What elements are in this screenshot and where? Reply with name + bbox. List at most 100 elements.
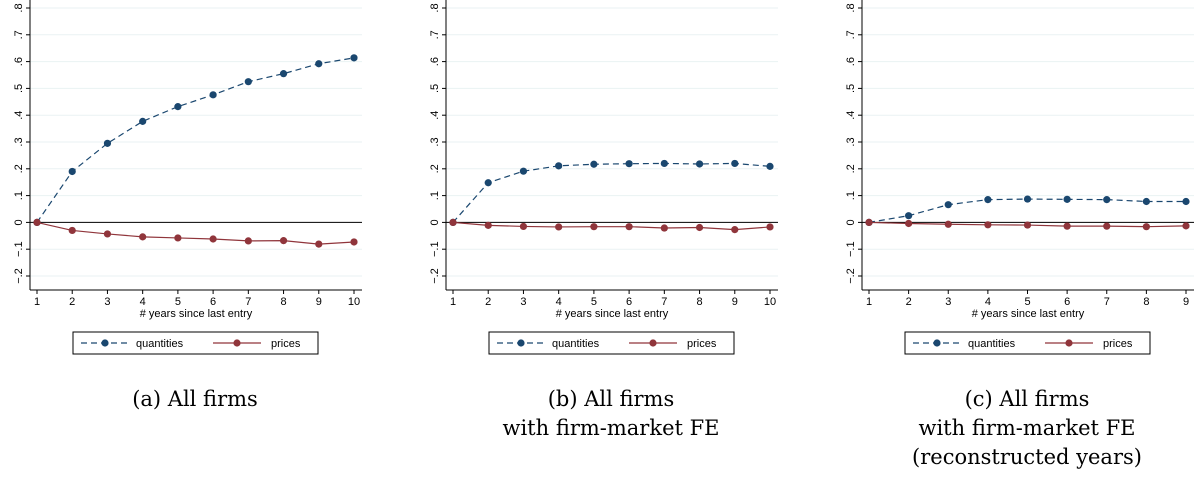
point-prices (279, 237, 288, 245)
point-quantities (766, 162, 774, 170)
y-tick-label: .6 (429, 57, 441, 66)
x-tick-label: 7 (1104, 296, 1110, 308)
x-tick-label: 5 (175, 296, 181, 308)
legend-box (72, 331, 319, 355)
caption-line: (c) All firms (964, 387, 1090, 411)
y-tick-label: .2 (845, 164, 857, 173)
legend-marker-prices (1065, 339, 1073, 347)
legend-label-prices: prices (687, 338, 717, 350)
legend-label-prices: prices (1103, 338, 1133, 350)
x-tick-label: 5 (1024, 296, 1030, 308)
point-quantities (944, 201, 952, 209)
y-tick-label: .7 (429, 30, 441, 39)
x-tick-label: 5 (591, 296, 597, 308)
y-tick-label: .7 (845, 30, 857, 39)
y-tick-label: 0 (429, 219, 441, 225)
caption-a: (a) All firms (0, 385, 390, 414)
x-tick-label: 1 (34, 296, 40, 308)
y-tick-label: 0 (845, 219, 857, 225)
x-tick-label: 3 (945, 296, 951, 308)
point-quantities (519, 167, 528, 175)
point-prices (555, 223, 563, 231)
x-axis-title: # years since last entry (972, 308, 1085, 320)
legend-label-quantities: quantities (136, 338, 184, 350)
x-tick-label: 8 (1143, 296, 1149, 308)
chart-svg-b: −.2 −.1 0 .1 .2 .3 .4 .5 .6 .7 .8 1 2 3 4 5 6 7 8 9 10 # year… (429, 0, 778, 355)
x-tick-label: 4 (556, 296, 562, 308)
x-tick-label: 3 (104, 296, 110, 308)
chart-svg-a: −.2 −.1 0 .1 .2 .3 .4 .5 .6 .7 .8 1 2 3 4 5 6 7 8 9 10 # year… (13, 0, 362, 355)
point-quantities (590, 160, 598, 168)
x-tick-label: 3 (520, 296, 526, 308)
point-prices (174, 234, 182, 242)
x-tick-label: 1 (450, 296, 456, 308)
point-quantities (244, 78, 252, 86)
series-line-prices (36, 221, 355, 245)
caption-line: (reconstructed years) (912, 445, 1142, 469)
y-tick-label: 0 (13, 219, 25, 225)
point-prices (590, 223, 598, 231)
point-prices (1103, 222, 1111, 230)
point-prices (103, 230, 112, 238)
point-prices (139, 233, 147, 241)
y-tick-label: .5 (429, 84, 441, 93)
legend-marker-quantities (517, 339, 525, 347)
point-prices (1023, 221, 1032, 229)
point-prices (865, 218, 873, 226)
chart-svg-c: −.2 −.1 0 .1 .2 .3 .4 .5 .6 .7 .8 1 2 3 4 5 6 7 8 9 # years … (845, 0, 1194, 355)
y-tick-label: .5 (845, 84, 857, 93)
y-tick-label: .2 (13, 164, 25, 173)
y-tick-label: .4 (429, 111, 441, 120)
chart-panel-b: −.2 −.1 0 .1 .2 .3 .4 .5 .6 .7 .8 1 2 3 4 5 6 7 8 9 10 # year… (416, 0, 806, 491)
series-line-quantities (36, 57, 355, 223)
x-tick-label: 2 (69, 296, 75, 308)
y-tick-label: .1 (13, 191, 25, 200)
point-prices (766, 223, 774, 231)
caption-c: (c) All firms with firm-market FE (recon… (832, 385, 1195, 472)
point-prices (68, 226, 76, 235)
point-quantities (1103, 196, 1111, 204)
point-prices (625, 223, 633, 231)
point-quantities (139, 117, 147, 125)
point-quantities (174, 103, 182, 111)
point-prices (209, 235, 217, 243)
point-prices (731, 226, 739, 234)
series-line-quantities (452, 162, 771, 223)
point-quantities (209, 91, 217, 99)
point-prices (944, 220, 952, 228)
caption-line: (a) All firms (132, 387, 258, 411)
x-axis-title: # years since last entry (556, 308, 669, 320)
x-tick-label: 7 (661, 296, 667, 308)
caption-line: with firm-market FE (502, 416, 720, 440)
point-prices (1063, 222, 1071, 230)
y-tick-label: .8 (13, 3, 25, 12)
y-tick-label: −.1 (429, 241, 441, 257)
y-tick-label: .1 (845, 191, 857, 200)
y-tick-label: −.2 (429, 268, 441, 284)
point-quantities (350, 54, 358, 62)
point-quantities (660, 159, 668, 168)
y-tick-label: .4 (13, 111, 25, 120)
point-quantities (695, 160, 704, 168)
x-tick-label: 4 (140, 296, 146, 308)
point-quantities (1063, 195, 1071, 203)
point-quantities (905, 212, 913, 220)
point-prices (695, 223, 704, 232)
series-line-prices (452, 221, 771, 231)
legend-label-prices: prices (271, 338, 301, 350)
legend-marker-prices (233, 339, 241, 347)
legend-box (904, 331, 1151, 355)
point-prices (984, 221, 992, 229)
y-tick-label: .2 (429, 164, 441, 173)
point-prices (350, 238, 358, 246)
point-quantities (1182, 197, 1190, 206)
y-tick-label: .4 (845, 111, 857, 120)
point-prices (519, 222, 528, 231)
point-quantities (1142, 197, 1150, 206)
y-tick-label: .7 (13, 30, 25, 39)
point-prices (315, 240, 323, 248)
point-quantities (625, 160, 633, 168)
y-tick-label: .1 (429, 191, 441, 200)
y-tick-label: −.1 (13, 241, 25, 257)
x-tick-label: 8 (280, 296, 286, 308)
